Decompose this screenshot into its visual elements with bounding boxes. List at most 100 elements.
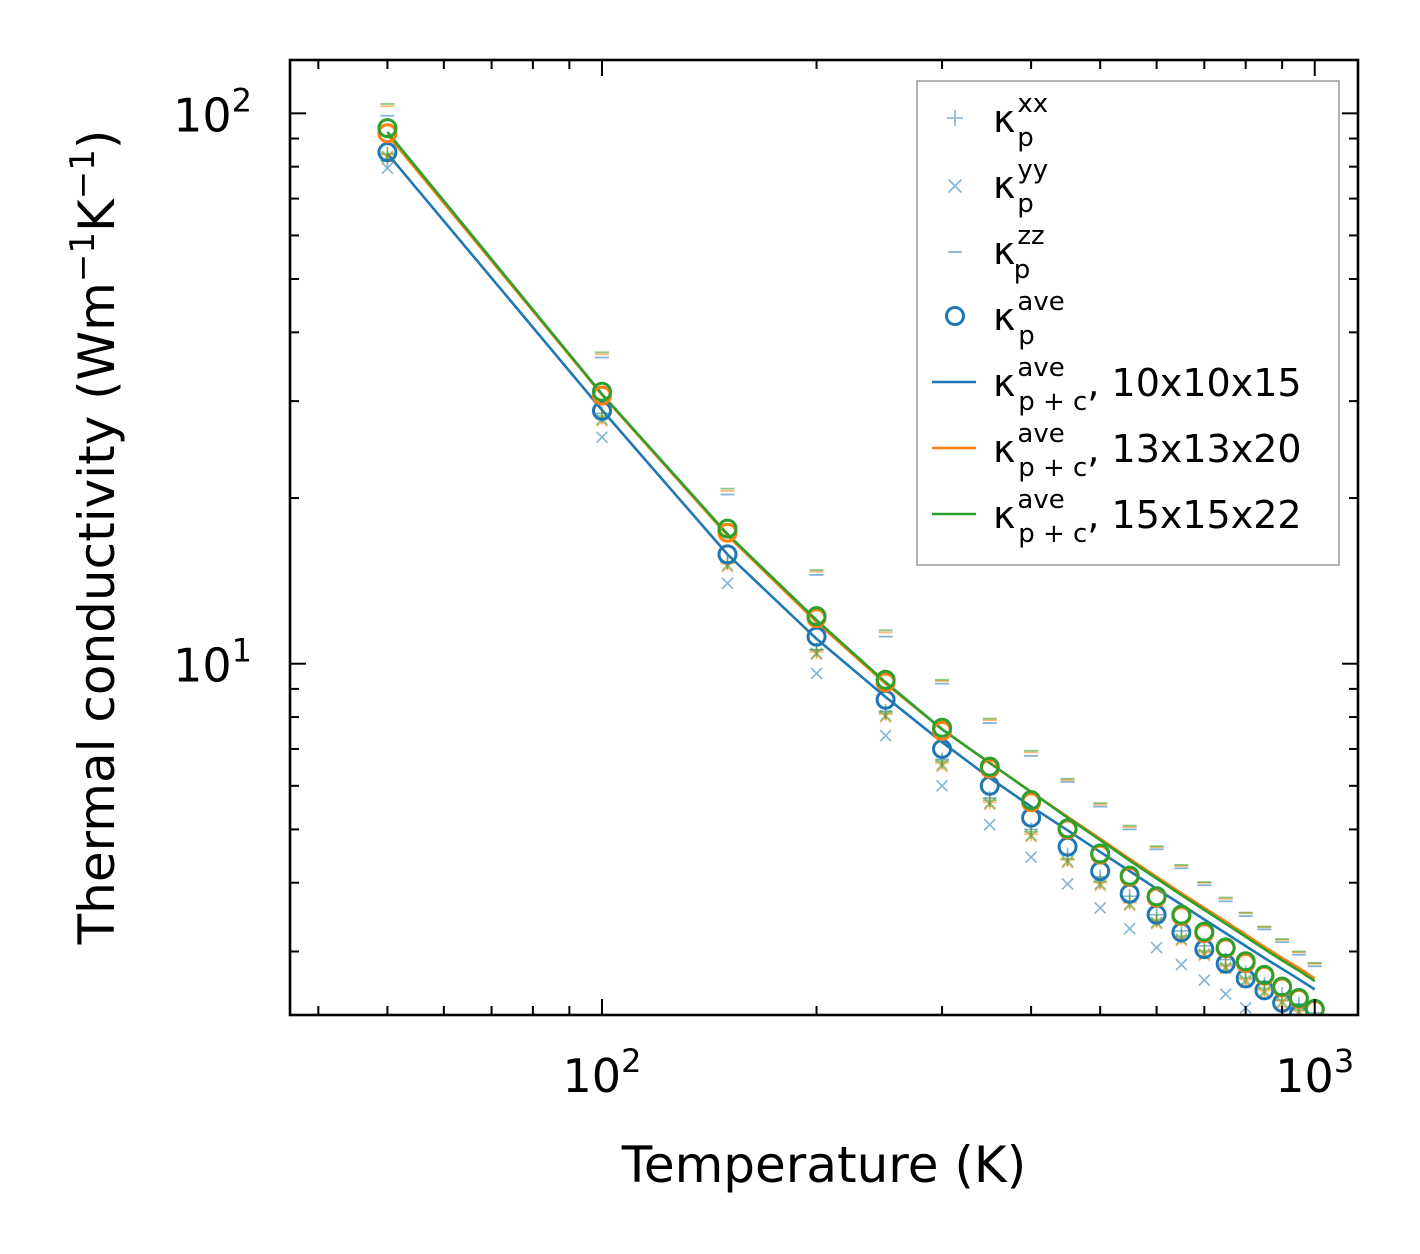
y-tick-label: 102 bbox=[173, 81, 252, 142]
legend-symbol: κ bbox=[993, 493, 1015, 537]
x-tick-label: 102 bbox=[563, 1042, 642, 1103]
x-axis-label: Temperature (K) bbox=[621, 1136, 1026, 1194]
tick-base: 10 bbox=[173, 88, 232, 142]
legend-entry: κzz p bbox=[948, 221, 1045, 285]
legend-superscript: ave bbox=[1017, 353, 1064, 383]
kave-point bbox=[591, 381, 612, 402]
kyy-point bbox=[983, 797, 996, 810]
legend-label: κxx p bbox=[993, 89, 1048, 153]
legend-symbol: κ bbox=[993, 427, 1015, 471]
kave-point bbox=[806, 606, 827, 627]
ave-markers-15x15x22 bbox=[377, 118, 1325, 1015]
legend-superscript: zz bbox=[1017, 221, 1044, 251]
kyy-point bbox=[1258, 985, 1271, 998]
legend-symbol: κ bbox=[993, 361, 1015, 405]
kave-point bbox=[979, 756, 1000, 777]
kyy-point bbox=[1061, 854, 1074, 868]
legend-superscript: ave bbox=[1017, 419, 1064, 449]
kyy-point bbox=[1025, 851, 1038, 864]
legend-marker bbox=[947, 178, 963, 194]
kave-point bbox=[717, 518, 738, 539]
tick-base: 10 bbox=[1275, 1049, 1334, 1103]
legend-subscript: p + c bbox=[1018, 387, 1087, 417]
plot-area bbox=[377, 103, 1325, 1048]
kyy-point bbox=[1219, 988, 1232, 1001]
kyy-point bbox=[1239, 974, 1252, 987]
kave-point bbox=[717, 544, 738, 565]
legend-subscript: p + c bbox=[1018, 453, 1087, 483]
kyy-point bbox=[1150, 941, 1163, 954]
ylabel-superscript: −1 bbox=[63, 232, 103, 282]
legend-label: κyy p bbox=[993, 155, 1048, 219]
kyy-point bbox=[1309, 1016, 1320, 1027]
tick-base: 10 bbox=[173, 639, 232, 693]
legend-subscript: p bbox=[1017, 123, 1034, 153]
kyy-point bbox=[879, 729, 892, 742]
kyy-point bbox=[983, 818, 996, 831]
kave-point bbox=[1254, 964, 1275, 985]
kyy-point bbox=[810, 647, 823, 660]
line-15x15x22 bbox=[386, 131, 1316, 983]
kave-point bbox=[1272, 976, 1293, 997]
kyy-point bbox=[879, 709, 892, 722]
tick-exponent: 3 bbox=[1334, 1042, 1354, 1080]
kave-point bbox=[1215, 937, 1236, 958]
legend-label: κzz p bbox=[993, 221, 1045, 285]
kave-point bbox=[806, 626, 827, 647]
kave-point bbox=[875, 669, 896, 690]
kyy-point bbox=[595, 431, 609, 444]
kave-point bbox=[1288, 987, 1309, 1008]
kyy-point bbox=[1061, 877, 1074, 890]
kyy-point bbox=[1175, 933, 1188, 946]
kyy-point bbox=[1276, 995, 1289, 1008]
kxx-point bbox=[1218, 957, 1233, 972]
kyy-point bbox=[1175, 958, 1188, 971]
legend-label: κave p + c, 13x13x20 bbox=[993, 419, 1302, 483]
kave-point bbox=[1119, 865, 1140, 886]
kyy-point bbox=[935, 758, 949, 771]
kyy-point bbox=[721, 577, 734, 590]
legend-entry: κxx p bbox=[947, 89, 1048, 153]
legend-superscript: yy bbox=[1017, 155, 1048, 185]
kyy-point bbox=[1258, 1014, 1271, 1015]
legend-subscript: p + c bbox=[1018, 519, 1087, 549]
legend-plus-marker bbox=[947, 110, 963, 126]
legend-label: κave p + c, 15x15x22 bbox=[993, 485, 1302, 549]
legend-superscript: xx bbox=[1017, 89, 1048, 119]
kxx-point bbox=[1197, 943, 1212, 958]
kyy-point bbox=[1025, 829, 1038, 842]
kxx-point bbox=[1093, 874, 1108, 889]
kyy-point bbox=[1309, 1018, 1320, 1029]
ylabel-text: ) bbox=[68, 130, 126, 150]
tick-exponent: 1 bbox=[232, 632, 252, 670]
kyy-point bbox=[1198, 974, 1211, 987]
y-axis-label: Thermal conductivity (Wm−1K−1) bbox=[63, 130, 126, 946]
tick-exponent: 2 bbox=[621, 1042, 641, 1080]
legend-symbol: κ bbox=[993, 295, 1015, 339]
legend-entry: κyy p bbox=[947, 155, 1048, 219]
legend-entry: κave p + c, 10x10x15 bbox=[932, 353, 1302, 417]
legend-entry: κave p + c, 15x15x22 bbox=[932, 485, 1302, 549]
ylabel-superscript: −1 bbox=[63, 149, 103, 199]
kave-point bbox=[1021, 790, 1042, 811]
kyy-point bbox=[1123, 922, 1136, 935]
legend-subscript: p bbox=[1017, 189, 1034, 219]
tick-base: 10 bbox=[563, 1049, 622, 1103]
kyy-point bbox=[1293, 1037, 1304, 1048]
kave-point bbox=[932, 717, 953, 738]
legend-entry: κave p + c, 13x13x20 bbox=[932, 419, 1302, 483]
legend-marker bbox=[947, 110, 963, 126]
kave-point bbox=[377, 118, 398, 139]
legend-subscript: p bbox=[1018, 321, 1035, 351]
plot-frame bbox=[288, 58, 1360, 1017]
kyy-point bbox=[1277, 1027, 1288, 1038]
line-10x10x15 bbox=[386, 152, 1316, 991]
kyy-point bbox=[935, 779, 949, 792]
legend-cross-marker bbox=[947, 178, 963, 194]
legend-superscript: ave bbox=[1017, 485, 1064, 515]
kave-point bbox=[1235, 951, 1256, 972]
legend-suffix: , 10x10x15 bbox=[1087, 361, 1301, 405]
kave-point bbox=[591, 400, 612, 421]
